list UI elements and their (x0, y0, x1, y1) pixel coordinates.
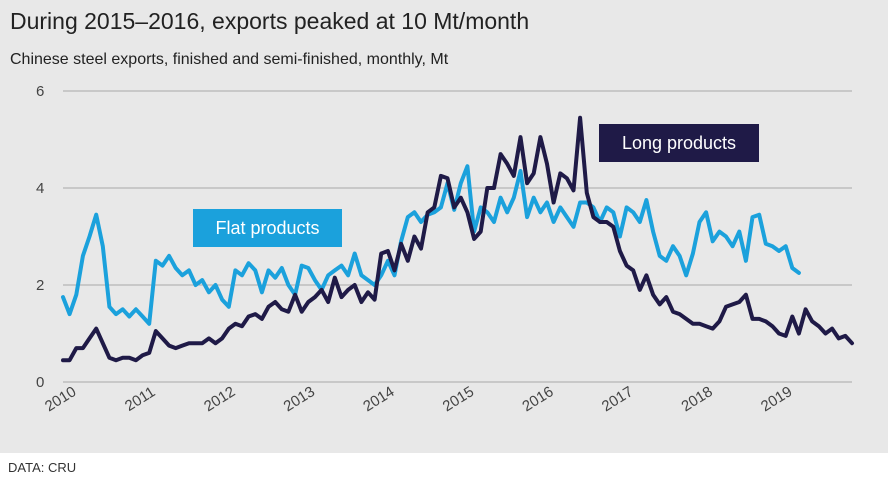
x-tick-label: 2013 (281, 383, 318, 415)
y-tick-label: 4 (36, 180, 44, 197)
long-products-label: Long products (622, 133, 736, 153)
x-tick-label: 2019 (758, 383, 795, 415)
x-tick-label: 2018 (678, 383, 715, 415)
x-tick-label: 2011 (122, 383, 158, 415)
series-labels: Flat products Long products (193, 124, 759, 247)
y-tick-label: 0 (36, 374, 44, 391)
x-tick-label: 2010 (42, 383, 79, 415)
x-tick-label: 2016 (519, 383, 556, 415)
series-lines (61, 115, 854, 363)
chart-title: During 2015–2016, exports peaked at 10 M… (10, 8, 530, 34)
chart-subtitle: Chinese steel exports, finished and semi… (10, 51, 449, 68)
flat-products-line (61, 164, 801, 326)
y-tick-label: 6 (36, 83, 44, 100)
chart-panel (0, 0, 888, 453)
y-tick-label: 2 (36, 277, 44, 294)
long-products-line (61, 115, 854, 363)
x-axis: 2010 2011 2012 2013 2014 2015 2016 2017 2018 2019 (42, 383, 795, 415)
long-products-label-box (599, 124, 759, 162)
y-axis: 0 2 4 6 (36, 83, 44, 391)
x-tick-label: 2015 (440, 383, 477, 415)
x-tick-label: 2012 (201, 383, 238, 415)
flat-products-label-box (193, 209, 342, 247)
x-tick-label: 2014 (360, 383, 397, 415)
flat-products-label: Flat products (215, 218, 319, 238)
data-source: DATA: CRU (8, 460, 77, 475)
x-tick-label: 2017 (599, 383, 636, 415)
